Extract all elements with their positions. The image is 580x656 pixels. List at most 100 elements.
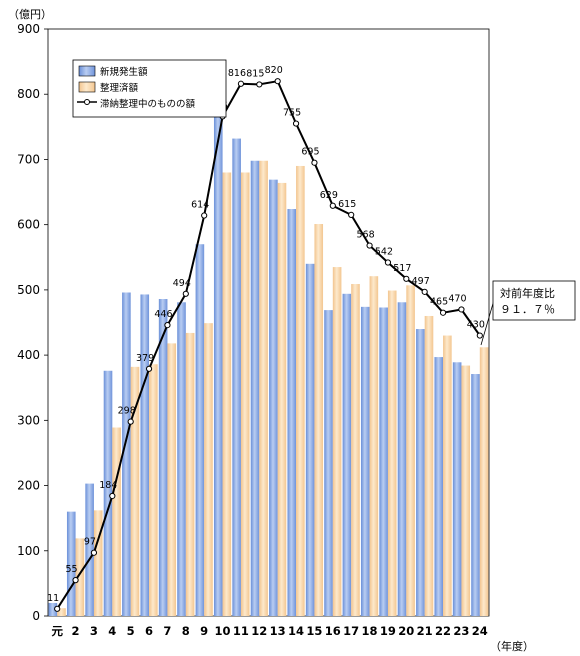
callout-line1: 対前年度比 bbox=[500, 286, 555, 300]
arrears-point bbox=[145, 365, 153, 372]
arrears-value-label: 494 bbox=[173, 278, 191, 289]
arrears-value-label: 568 bbox=[356, 230, 374, 241]
bar-new-occurrence bbox=[140, 294, 150, 616]
y-tick-label: 300 bbox=[17, 413, 40, 427]
bar-new-occurrence bbox=[360, 306, 370, 616]
arrears-value-label: 517 bbox=[393, 263, 411, 274]
x-tick-label: 19 bbox=[380, 624, 396, 638]
arrears-point bbox=[439, 309, 447, 316]
bar-settled bbox=[461, 365, 471, 616]
y-tick-label: 700 bbox=[17, 152, 40, 166]
bar-new-occurrence bbox=[416, 329, 425, 616]
arrears-point bbox=[403, 275, 410, 282]
bar-new-occurrence bbox=[85, 483, 94, 616]
legend-label-settled: 整理済額 bbox=[100, 82, 139, 94]
bar-new-occurrence bbox=[324, 310, 333, 616]
bar-settled bbox=[296, 165, 305, 616]
x-tick-label: 2 bbox=[72, 624, 80, 638]
x-tick-label: 8 bbox=[182, 624, 190, 638]
bar-settled bbox=[259, 160, 268, 616]
bar-settled bbox=[167, 343, 177, 616]
arrears-point bbox=[274, 78, 281, 85]
arrears-value-label: 542 bbox=[375, 246, 393, 257]
x-tick-label: 14 bbox=[288, 624, 304, 638]
bar-settled bbox=[204, 323, 213, 616]
x-tick-label: 元 bbox=[51, 624, 63, 638]
arrears-point bbox=[366, 242, 373, 249]
bar-new-occurrence bbox=[305, 263, 315, 616]
legend: 新規発生額 整理済額 滞納整理中のものの額 bbox=[72, 59, 227, 118]
bar-new-occurrence bbox=[434, 357, 444, 616]
bar-settled bbox=[332, 267, 342, 616]
x-tick-label: 3 bbox=[90, 624, 98, 638]
arrears-point bbox=[458, 306, 465, 313]
bar-settled bbox=[185, 332, 195, 616]
arrears-point bbox=[311, 159, 318, 166]
arrears-value-label: 184 bbox=[99, 480, 117, 491]
legend-label-arrears: 滞納整理中のものの額 bbox=[100, 98, 196, 110]
x-tick-label: 15 bbox=[306, 624, 322, 638]
bar-settled bbox=[149, 364, 158, 616]
x-axis: 元 2 3 4 5 6 7 8 9 10 11 12 13 14 15 16 17 18 19 20 21 22 23 24 bbox=[51, 624, 487, 638]
bar-settled bbox=[75, 538, 85, 616]
bar-new-occurrence bbox=[48, 602, 58, 616]
bar-new-occurrence bbox=[397, 302, 407, 616]
y-tick-label: 800 bbox=[17, 87, 40, 101]
arrears-point bbox=[329, 202, 336, 209]
arrears-point bbox=[54, 605, 61, 612]
bar-settled bbox=[112, 427, 121, 616]
y-tick-label: 500 bbox=[17, 283, 40, 297]
x-tick-label: 24 bbox=[472, 624, 488, 638]
arrears-value-label: 11 bbox=[47, 593, 59, 604]
y-tick-label: 0 bbox=[32, 609, 40, 623]
bar-settled bbox=[387, 290, 397, 616]
arrears-line-path bbox=[56, 80, 481, 610]
x-tick-label: 11 bbox=[233, 624, 249, 638]
bar-new-occurrence bbox=[287, 209, 297, 616]
x-tick-label: 21 bbox=[417, 624, 433, 638]
x-tick-label: 12 bbox=[251, 624, 267, 638]
arrears-point bbox=[476, 332, 483, 339]
y-tick-label: 200 bbox=[17, 479, 40, 493]
x-tick-label: 22 bbox=[435, 624, 451, 638]
arrears-point bbox=[182, 290, 189, 297]
arrears-value-label: 298 bbox=[118, 406, 136, 417]
arrears-point bbox=[127, 418, 134, 425]
bar-settled bbox=[57, 608, 66, 616]
bar-new-occurrence bbox=[122, 292, 131, 616]
x-tick-label: 10 bbox=[215, 624, 231, 638]
x-tick-label: 5 bbox=[127, 624, 135, 638]
bar-settled bbox=[406, 285, 415, 616]
callout-line2: ９１．７％ bbox=[500, 303, 555, 316]
bar-new-occurrence bbox=[232, 138, 241, 616]
bar-new-occurrence bbox=[269, 179, 278, 616]
x-tick-label: 6 bbox=[145, 624, 153, 638]
arrears-value-label: 695 bbox=[301, 147, 319, 158]
x-tick-label: 16 bbox=[325, 624, 341, 638]
callout-box bbox=[492, 280, 576, 321]
arrears-point bbox=[256, 81, 263, 88]
bar-settled bbox=[222, 172, 232, 616]
ratio-callout: 対前年度比 ９１．７％ bbox=[480, 280, 576, 346]
arrears-point bbox=[421, 288, 428, 295]
bars bbox=[48, 73, 489, 616]
arrears-value-label: 815 bbox=[246, 68, 264, 79]
arrears-point bbox=[164, 322, 171, 329]
bar-new-occurrence bbox=[452, 362, 462, 616]
arrears-point bbox=[72, 577, 79, 584]
arrears-value-label: 615 bbox=[338, 199, 356, 210]
legend-label-new: 新規発生額 bbox=[100, 66, 148, 78]
bar-new-occurrence bbox=[471, 374, 480, 616]
bar-settled bbox=[479, 347, 489, 616]
bar-settled bbox=[424, 315, 434, 616]
bar-new-occurrence bbox=[250, 160, 260, 616]
bar-settled bbox=[277, 182, 287, 616]
bar-new-occurrence bbox=[342, 293, 352, 616]
arrears-value-label: 755 bbox=[283, 108, 301, 119]
bar-new-occurrence bbox=[195, 244, 205, 616]
arrears-value-label: 629 bbox=[320, 190, 338, 201]
arrears-value-label: 465 bbox=[430, 297, 448, 308]
bar-settled bbox=[351, 284, 360, 616]
bar-settled bbox=[240, 172, 250, 616]
y-unit-label: （億円） bbox=[8, 8, 52, 21]
